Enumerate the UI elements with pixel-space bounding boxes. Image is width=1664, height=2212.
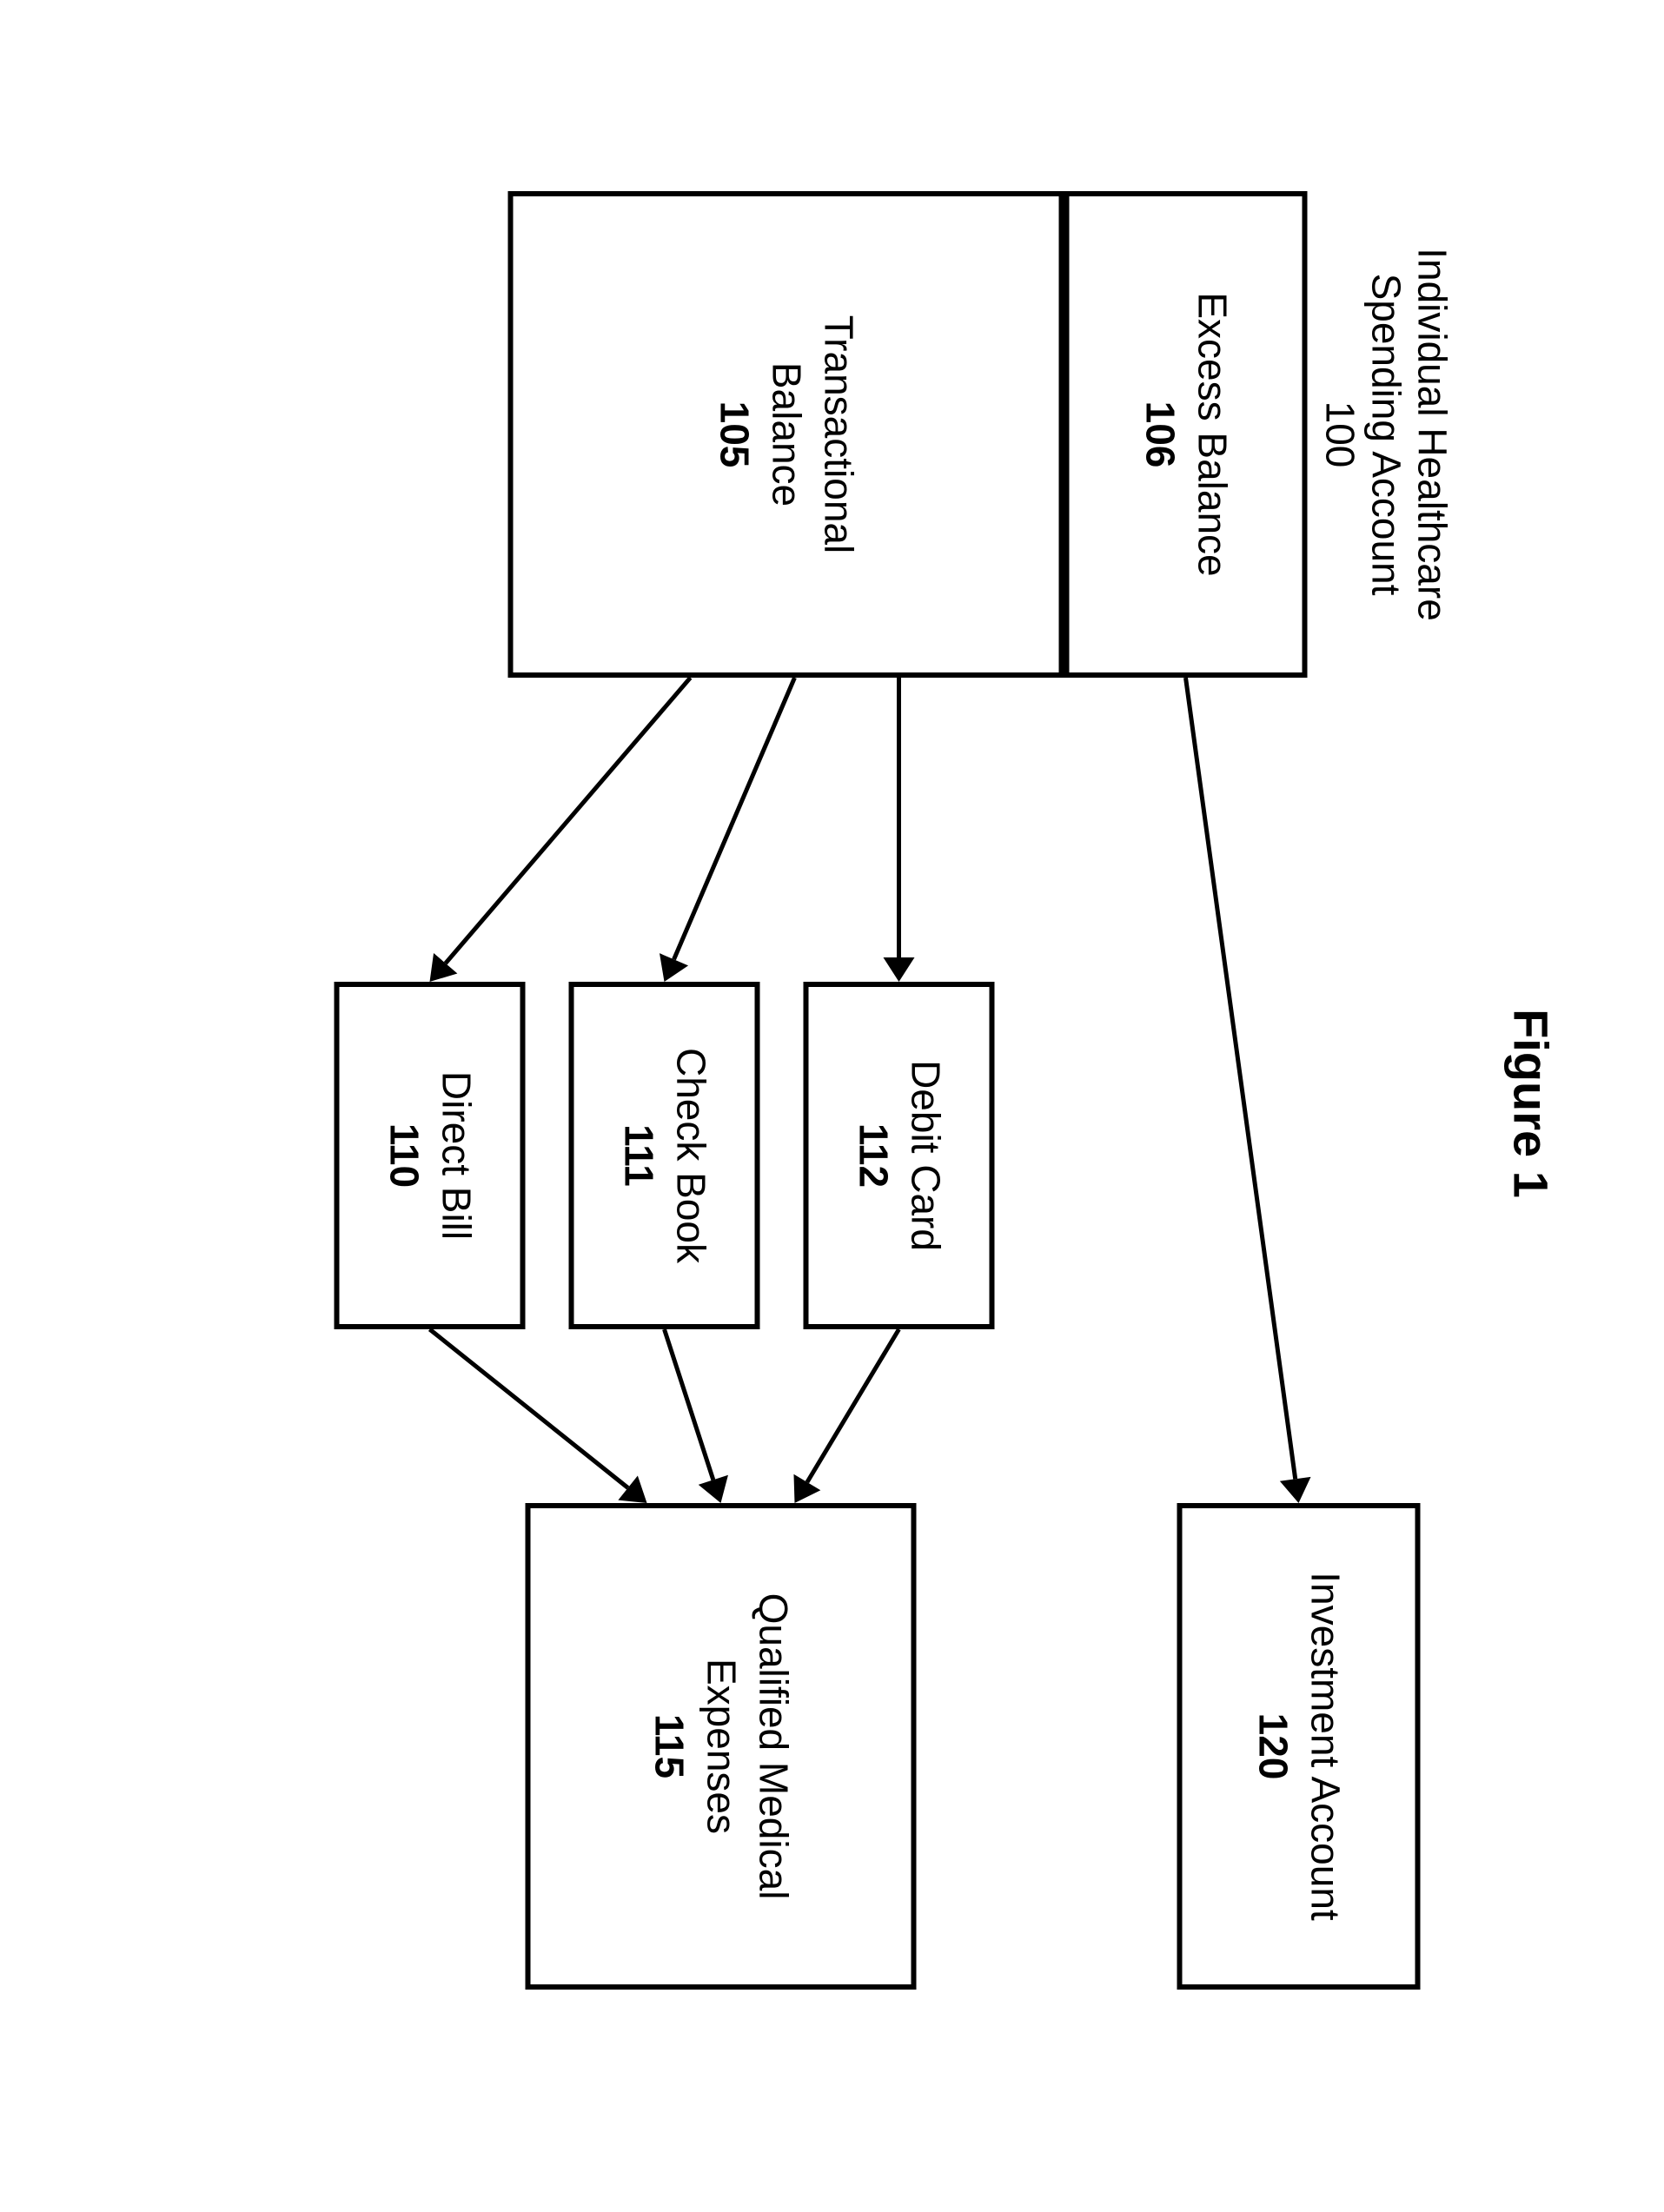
account-header-line2: Spending Account xyxy=(1364,274,1409,596)
excess-balance-number: 106 xyxy=(1134,401,1186,468)
figure-title: Figure 1 xyxy=(1503,886,1560,1321)
direct-bill-label: Direct Bill xyxy=(430,1071,482,1240)
transactional-balance-label-1: Transactional xyxy=(812,315,864,553)
investment-account-number: 120 xyxy=(1247,1713,1299,1780)
diagram-canvas: Figure 1 Individual Healthcare Spending … xyxy=(0,0,1664,2212)
check-book-number: 111 xyxy=(613,1124,665,1187)
account-header-line1: Individual Healthcare xyxy=(1410,248,1455,621)
rotated-layer: Figure 1 Individual Healthcare Spending … xyxy=(0,0,1664,2212)
excess-balance-node: Excess Balance 106 xyxy=(1064,191,1308,678)
direct-bill-node: Direct Bill 110 xyxy=(335,982,526,1329)
transactional-balance-number: 105 xyxy=(708,401,760,468)
debit-card-label: Debit Card xyxy=(899,1060,951,1251)
investment-account-label: Investment Account xyxy=(1299,1572,1351,1920)
direct-bill-number: 110 xyxy=(378,1123,430,1188)
transactional-balance-label-2: Balance xyxy=(760,362,812,507)
account-header-label: Individual Healthcare Spending Account 1… xyxy=(1317,191,1455,678)
account-header-number: 100 xyxy=(1318,401,1363,468)
figure-title-text: Figure 1 xyxy=(1504,1009,1559,1198)
debit-card-node: Debit Card 112 xyxy=(804,982,995,1329)
qualified-expenses-number: 115 xyxy=(643,1714,695,1778)
qualified-expenses-node: Qualified Medical Expenses 115 xyxy=(526,1503,917,1990)
check-book-node: Check Book 111 xyxy=(569,982,760,1329)
investment-account-node: Investment Account 120 xyxy=(1177,1503,1421,1990)
transactional-balance-node: Transactional Balance 105 xyxy=(508,191,1064,678)
excess-balance-label: Excess Balance xyxy=(1186,292,1238,576)
debit-card-number: 112 xyxy=(847,1123,899,1188)
check-book-label: Check Book xyxy=(665,1048,717,1263)
qualified-expenses-line1: Qualified Medical xyxy=(746,1593,799,1900)
qualified-expenses-line2: Expenses xyxy=(695,1659,747,1834)
